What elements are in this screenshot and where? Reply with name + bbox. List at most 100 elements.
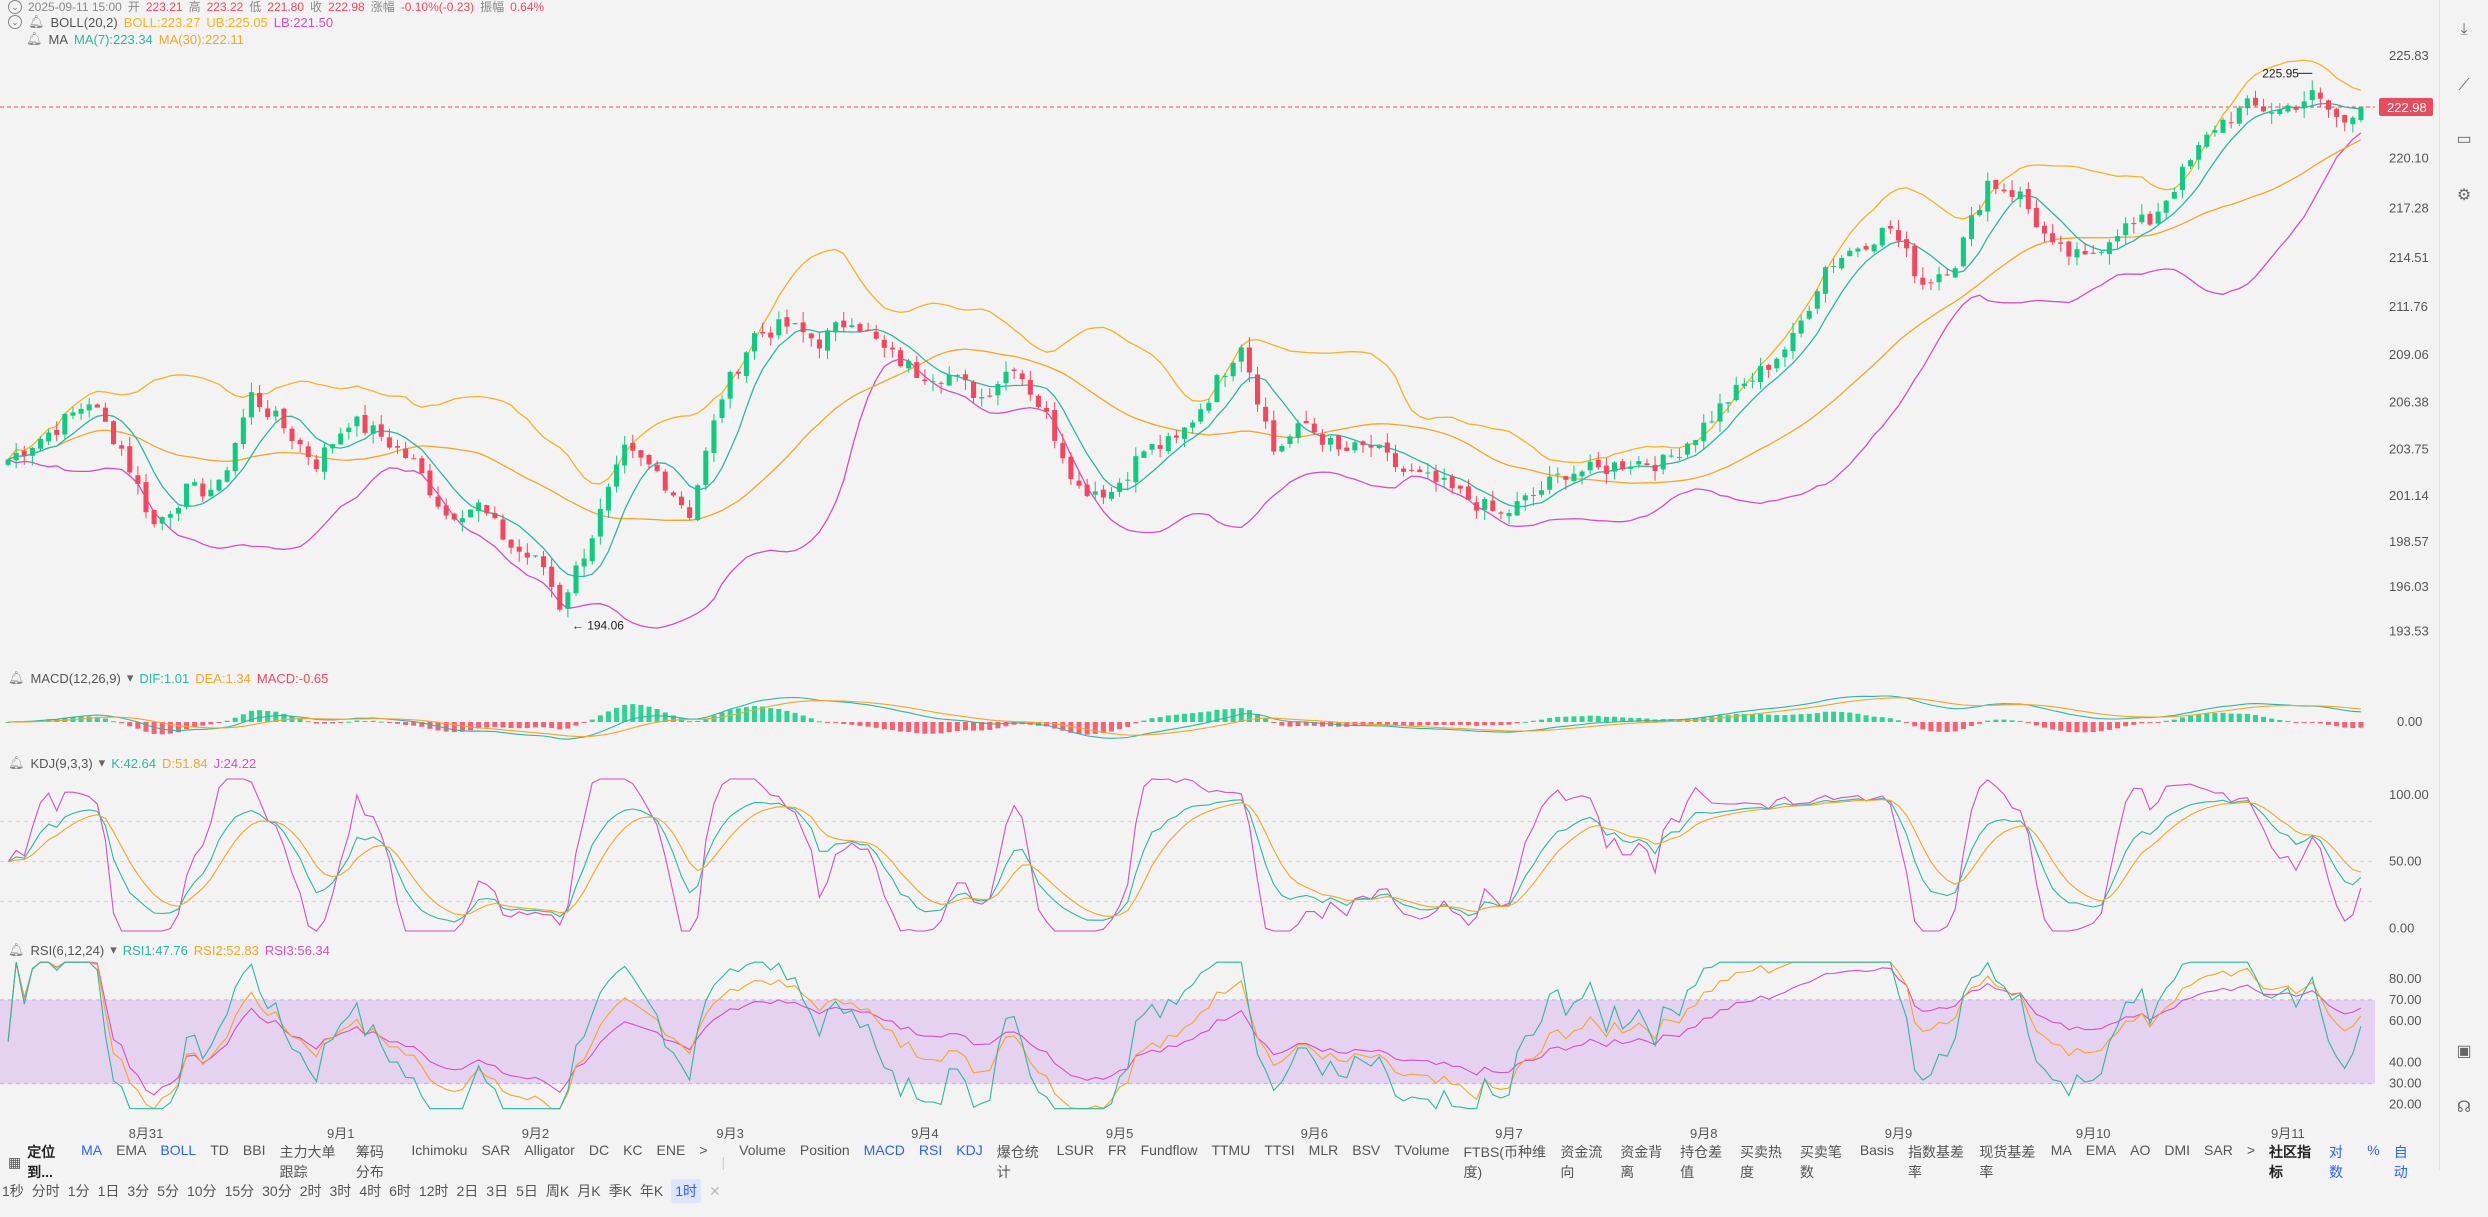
- candle-body: [476, 502, 482, 512]
- main-indicator-tab[interactable]: 筹码分布: [355, 1144, 384, 1180]
- timeframe-option[interactable]: 分时: [31, 1183, 60, 1199]
- price-chart[interactable]: 225.83 220.10 217.28 214.51 211.76 209.06 206.…: [0, 0, 2440, 1150]
- sub-indicator-tab[interactable]: FR: [1107, 1142, 1127, 1158]
- timeframe-option[interactable]: 季K: [608, 1183, 632, 1199]
- sub-indicator-tab[interactable]: 资金流向: [1560, 1144, 1603, 1180]
- sub-indicator-tab[interactable]: RSI: [918, 1142, 943, 1158]
- sub-indicator-tab[interactable]: 现货基差率: [1979, 1144, 2036, 1180]
- bell-icon[interactable]: 🔔︎: [26, 31, 43, 46]
- sub-indicator-tab[interactable]: KDJ: [956, 1142, 983, 1158]
- sub-indicator-tab[interactable]: Position: [799, 1142, 850, 1158]
- main-indicator-tab[interactable]: Alligator: [524, 1142, 575, 1158]
- sub-indicator-tab[interactable]: 买卖笔数: [1799, 1144, 1842, 1180]
- bell-icon[interactable]: 🔔︎: [8, 942, 25, 957]
- settings-icon[interactable]: ⚙: [2456, 187, 2472, 204]
- main-indicator-tab[interactable]: EMA: [116, 1142, 147, 1158]
- candle-body: [1319, 434, 1325, 445]
- timeframe-option[interactable]: 2时: [299, 1183, 322, 1199]
- line-chart-icon[interactable]: ⟋: [2458, 77, 2470, 94]
- timeframe-option[interactable]: 1日: [97, 1183, 120, 1199]
- sub-indicator-tab[interactable]: Volume: [739, 1142, 786, 1158]
- main-indicator-tab[interactable]: BOLL: [160, 1142, 197, 1158]
- timeframe-option[interactable]: 3分: [127, 1183, 150, 1199]
- sub-indicator-tab[interactable]: LSUR: [1056, 1142, 1094, 1158]
- sub-indicator-tab[interactable]: 爆仓统计: [996, 1144, 1039, 1180]
- timeframe-option[interactable]: 周K: [545, 1183, 570, 1199]
- bell-icon[interactable]: 🔔︎: [8, 755, 25, 770]
- timeframe-option[interactable]: 10分: [186, 1183, 217, 1199]
- sub-indicator-tab[interactable]: 资金背离: [1620, 1144, 1663, 1180]
- sub-indicator-tab[interactable]: AO: [2130, 1142, 2151, 1158]
- timeframe-option[interactable]: 5日: [516, 1183, 538, 1199]
- lb-value: LB:221.50: [273, 14, 334, 30]
- sub-indicator-tab[interactable]: TTSI: [1264, 1142, 1295, 1158]
- main-indicator-tab[interactable]: SAR: [481, 1142, 511, 1158]
- layout-icon[interactable]: ▣: [2456, 1043, 2472, 1060]
- calendar-icon[interactable]: ▦: [8, 1153, 22, 1170]
- sub-indicator-tab[interactable]: Basis: [1859, 1142, 1895, 1158]
- sub-indicator-tab[interactable]: 社区指标: [2269, 1144, 2312, 1180]
- macd-histogram-bar: [2147, 722, 2153, 724]
- main-indicator-tab[interactable]: TD: [210, 1142, 229, 1158]
- sub-indicator-tab[interactable]: 买卖热度: [1740, 1144, 1783, 1180]
- main-indicator-tab[interactable]: 主力大单跟踪: [279, 1144, 336, 1180]
- main-indicator-tab[interactable]: >: [699, 1142, 708, 1158]
- candle-body: [1652, 464, 1658, 472]
- macd-histogram-bar: [135, 722, 141, 729]
- timeframe-option[interactable]: 年K: [639, 1183, 664, 1199]
- main-indicator-tab[interactable]: ENE: [656, 1142, 686, 1158]
- dropdown-icon[interactable]: ▾: [110, 942, 117, 957]
- candlestick-series[interactable]: [5, 80, 2364, 618]
- timeframe-option[interactable]: 30分: [262, 1183, 292, 1199]
- timeframe-option[interactable]: 月K: [577, 1183, 601, 1199]
- main-indicator-tab[interactable]: KC: [623, 1142, 643, 1158]
- collapse-icon[interactable]: ⌄: [8, 15, 22, 29]
- close-icon[interactable]: ✕: [709, 1182, 721, 1199]
- macd-histogram-bar: [1149, 718, 1155, 722]
- sub-indicator-tab[interactable]: MACD: [863, 1142, 905, 1158]
- timeframe-option[interactable]: 5分: [157, 1183, 179, 1199]
- timeframe-option[interactable]: 15分: [224, 1183, 255, 1199]
- sub-indicator-tab[interactable]: FTBS(币种维度): [1463, 1144, 1546, 1180]
- sub-indicator-tab[interactable]: MA: [2050, 1142, 2072, 1158]
- main-indicator-tab[interactable]: MA: [81, 1142, 103, 1158]
- main-indicator-tab[interactable]: DC: [588, 1142, 610, 1158]
- sub-indicator-tab[interactable]: TTMU: [1211, 1142, 1251, 1158]
- bell-icon[interactable]: 🔔︎: [8, 670, 25, 685]
- sub-indicator-tab[interactable]: >: [2246, 1142, 2256, 1158]
- headset-icon[interactable]: ☊: [2456, 1099, 2472, 1116]
- timeframe-option[interactable]: 4时: [359, 1183, 382, 1199]
- macd-histogram-bar: [743, 707, 749, 722]
- timeframe-option[interactable]: 3时: [329, 1183, 352, 1199]
- collapse-icon[interactable]: ⌄: [8, 0, 22, 14]
- scale-option[interactable]: 自动: [2393, 1144, 2408, 1180]
- timeframe-option[interactable]: 1分: [67, 1183, 90, 1199]
- timeframe-option[interactable]: 1时: [671, 1179, 702, 1203]
- main-indicator-tab[interactable]: BBI: [242, 1142, 266, 1158]
- timeframe-option[interactable]: 2日: [456, 1183, 479, 1199]
- timeframe-option[interactable]: 12时: [418, 1183, 449, 1199]
- sub-indicator-tab[interactable]: TVolume: [1394, 1142, 1450, 1158]
- timeframe-option[interactable]: 1秒: [2, 1183, 24, 1199]
- scale-option[interactable]: %: [2367, 1142, 2380, 1158]
- boll-name: BOLL(20,2): [50, 14, 118, 30]
- sub-indicator-tab[interactable]: Fundflow: [1140, 1142, 1198, 1158]
- download-icon[interactable]: ⤓: [2460, 21, 2468, 38]
- sub-indicator-tab[interactable]: SAR: [2204, 1142, 2233, 1158]
- sub-indicator-tab[interactable]: DMI: [2164, 1142, 2191, 1158]
- sub-indicator-tab[interactable]: 持仓差值: [1680, 1144, 1723, 1180]
- scale-option[interactable]: 对数: [2328, 1144, 2343, 1180]
- sub-indicator-tab[interactable]: MLR: [1308, 1142, 1339, 1158]
- sub-indicator-tab[interactable]: 指数基差率: [1908, 1144, 1965, 1180]
- bell-icon[interactable]: 🔔︎: [28, 14, 45, 29]
- timeframe-option[interactable]: 3日: [486, 1183, 509, 1199]
- main-indicator-tab[interactable]: 定位到...: [27, 1144, 56, 1180]
- dropdown-icon[interactable]: ▾: [126, 670, 134, 685]
- candle-body: [1376, 444, 1382, 449]
- sub-indicator-tab[interactable]: EMA: [2085, 1142, 2117, 1158]
- main-indicator-tab[interactable]: Ichimoku: [411, 1142, 468, 1158]
- sub-indicator-tab[interactable]: BSV: [1352, 1142, 1381, 1158]
- monitor-icon[interactable]: ▭: [2456, 131, 2472, 148]
- dropdown-icon[interactable]: ▾: [98, 755, 106, 770]
- timeframe-option[interactable]: 6时: [389, 1183, 411, 1199]
